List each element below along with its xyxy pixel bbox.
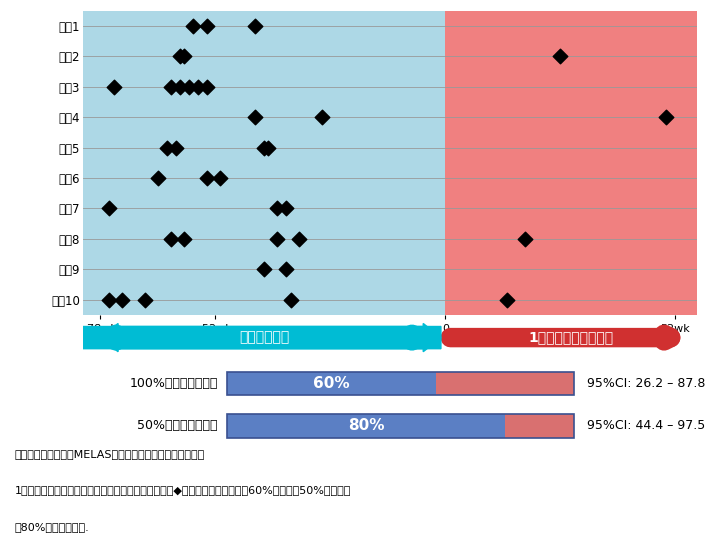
Point — [201, 82, 212, 91]
Text: 60%: 60% — [313, 376, 349, 391]
Point — [178, 52, 190, 61]
Point — [316, 113, 327, 122]
Point — [285, 295, 296, 304]
Point — [108, 82, 119, 91]
Point — [116, 295, 128, 304]
Point — [258, 143, 270, 152]
Point — [280, 204, 292, 213]
Point — [165, 82, 177, 91]
Bar — [227, 372, 574, 395]
Point — [161, 143, 173, 152]
Point — [272, 204, 283, 213]
Point — [104, 204, 115, 213]
Bar — [83, 11, 445, 315]
Point — [165, 235, 177, 243]
Text: 100%レスポンダー率: 100%レスポンダー率 — [129, 377, 218, 390]
Text: 80%: 80% — [348, 419, 385, 434]
Text: タウリン療法によるMELAS脳卒中様発作の再発抑制効果：: タウリン療法によるMELAS脳卒中様発作の再発抑制効果： — [14, 449, 205, 459]
Point — [554, 52, 566, 61]
Text: 投与前観察期: 投与前観察期 — [239, 330, 289, 345]
Bar — [505, 414, 574, 437]
Point — [174, 52, 186, 61]
Point — [170, 143, 181, 152]
Text: 50%レスポンダー率: 50%レスポンダー率 — [137, 420, 218, 433]
Point — [293, 235, 305, 243]
Point — [183, 82, 195, 91]
FancyArrow shape — [101, 323, 441, 352]
Point — [502, 295, 513, 304]
Point — [249, 22, 261, 30]
Bar — [227, 414, 505, 437]
Bar — [445, 11, 697, 315]
Text: 1年間のタウリン投与: 1年間のタウリン投与 — [528, 330, 614, 345]
Point — [174, 82, 186, 91]
Bar — [436, 372, 574, 395]
Point — [139, 295, 150, 304]
Point — [178, 235, 190, 243]
Point — [201, 22, 212, 30]
Point — [262, 143, 274, 152]
Point — [661, 113, 672, 122]
Text: 95%CI: 26.2 – 87.8: 95%CI: 26.2 – 87.8 — [587, 377, 705, 390]
Point — [192, 82, 203, 91]
Point — [519, 235, 531, 243]
Point — [258, 265, 270, 273]
Point — [280, 265, 292, 273]
Point — [104, 295, 115, 304]
Bar — [227, 414, 574, 437]
Point — [152, 174, 164, 182]
Text: 95%CI: 44.4 – 97.5: 95%CI: 44.4 – 97.5 — [587, 420, 705, 433]
Point — [201, 174, 212, 182]
Text: が80%を占めました.: が80%を占めました. — [14, 522, 89, 532]
Point — [214, 174, 226, 182]
Point — [188, 22, 199, 30]
Text: 1年間のタウリン投与で頻発していた脳卒中様発作（◆）は減少、完全抑制が60%、発作の50%以上減少: 1年間のタウリン投与で頻発していた脳卒中様発作（◆）は減少、完全抑制が60%、発… — [14, 485, 351, 495]
FancyArrow shape — [83, 323, 441, 352]
Bar — [227, 372, 436, 395]
Point — [272, 235, 283, 243]
Point — [249, 113, 261, 122]
